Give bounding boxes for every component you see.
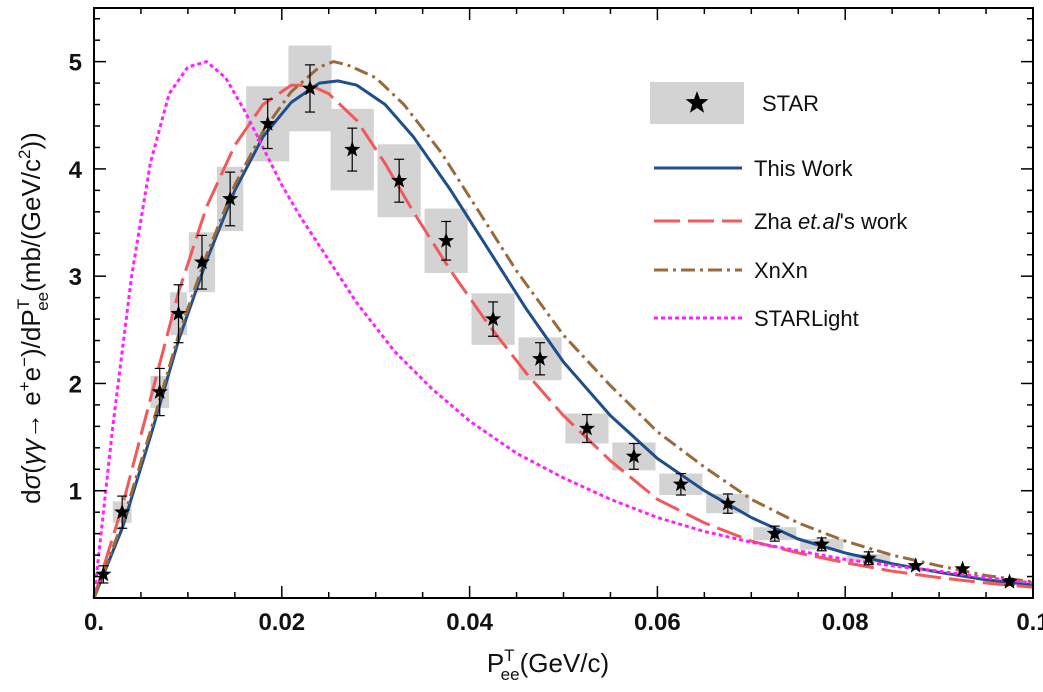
- star-point: [485, 310, 502, 326]
- star-point: [578, 420, 596, 436]
- star-point: [672, 475, 689, 492]
- star-point: [860, 549, 877, 566]
- x-axis-title: PT ee(GeV/c): [487, 646, 609, 684]
- y-tick-label: 2: [69, 371, 82, 398]
- star-point: [222, 190, 239, 206]
- x-tick-label: 0.: [84, 609, 104, 636]
- x-tick-label: 0.08: [822, 609, 869, 636]
- star-points: [95, 80, 1018, 589]
- star-point: [813, 535, 830, 552]
- legend-xnxn-label: XnXn: [754, 258, 808, 283]
- y-axis-title: dσ(γγ→ e+e−)/dPTee(mb/(GeV/c2)): [14, 132, 52, 504]
- star-point: [625, 447, 642, 464]
- series-line-zha: [92, 83, 1034, 599]
- y-tick-label: 4: [69, 157, 83, 184]
- x-tick-label: 0.06: [634, 609, 681, 636]
- axes: [93, 7, 1034, 599]
- star-point: [531, 350, 549, 366]
- star-point: [954, 560, 971, 576]
- systematic-boxes: [112, 45, 891, 563]
- star-point: [719, 495, 736, 511]
- star-point: [344, 141, 361, 157]
- series-line-this_work: [92, 79, 1034, 599]
- star-point: [766, 525, 783, 541]
- y-tick-label: 5: [69, 50, 82, 77]
- legend-starlight-label: STARLight: [754, 306, 859, 331]
- star-point: [259, 115, 276, 131]
- legend: STAR This Work Zha et.al's work XnXn STA…: [650, 82, 908, 331]
- star-point: [151, 383, 168, 399]
- star-point: [301, 80, 319, 96]
- legend-zha-label: Zha et.al's work: [754, 209, 908, 234]
- series-line-starlight: [92, 60, 1034, 599]
- star-point: [193, 253, 211, 270]
- y-tick-label: 3: [69, 264, 82, 291]
- star-point: [1001, 573, 1018, 589]
- x-tick-label: 0.02: [258, 609, 305, 636]
- x-tick-label: 0.1: [1016, 609, 1043, 636]
- series-line-xnxn: [92, 60, 1034, 599]
- star-point: [95, 565, 112, 582]
- tick-labels: 0. 0.02 0.04 0.06 0.08 0.1 1 2 3 4 5: [69, 50, 1043, 636]
- plot-frame: [93, 7, 1034, 599]
- model-curves: [92, 60, 1034, 599]
- legend-this-work-label: This Work: [754, 156, 854, 181]
- star-point: [391, 172, 408, 188]
- x-tick-label: 0.04: [446, 609, 493, 636]
- star-point: [170, 305, 187, 321]
- legend-star-label: STAR: [762, 91, 819, 116]
- star-point: [438, 232, 455, 248]
- y-tick-label: 1: [69, 479, 82, 506]
- star-point: [114, 503, 131, 520]
- star-point: [907, 557, 924, 573]
- legend-star-icon: [685, 91, 709, 113]
